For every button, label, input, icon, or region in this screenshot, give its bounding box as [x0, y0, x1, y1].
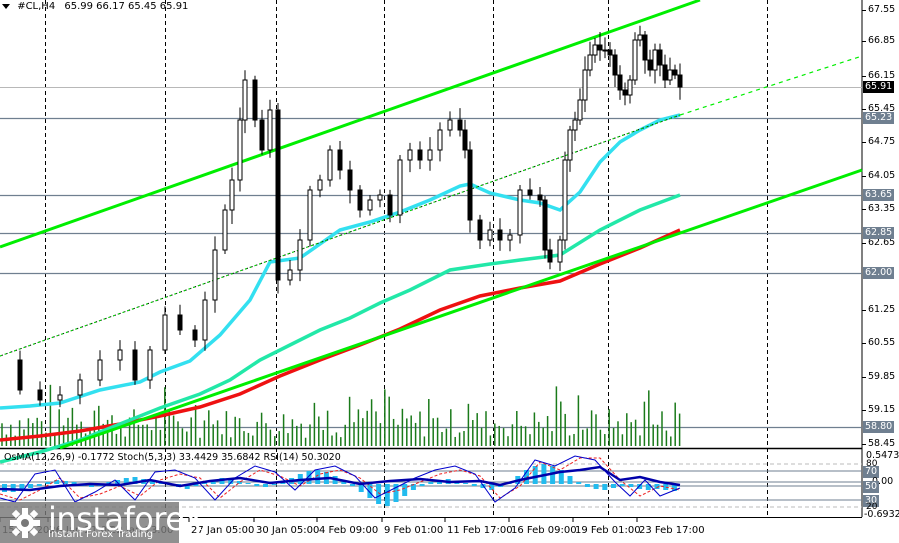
rsi-line — [0, 465, 681, 492]
logo-wordmark: instaforex — [48, 500, 203, 538]
price-tick: 65.45 — [868, 103, 896, 114]
ma-mid-line — [0, 193, 681, 464]
price-level-tag: 65.23 — [863, 112, 895, 124]
candlesticks — [17, 25, 683, 408]
indicator-min: -0.6932 — [864, 509, 899, 520]
time-label: 30 Jan 05:00 — [256, 525, 320, 536]
indicator-level-70: 70 — [863, 466, 880, 478]
price-tick-mark — [862, 343, 866, 344]
indicator-level-50: 50 — [863, 481, 880, 493]
gear-icon — [10, 508, 40, 538]
time-label: 11 Feb 17:00 — [447, 525, 513, 536]
price-tick: 60.55 — [868, 337, 896, 348]
price-level-tag: 63.65 — [863, 189, 895, 201]
price-tick: 64.05 — [868, 170, 896, 181]
indicator-title: OsMA(12,26,9) -0.1772 Stoch(5,3,3) 33.44… — [4, 452, 341, 463]
channel-mid-extension — [679, 55, 863, 116]
price-level-tag: 62.00 — [863, 267, 895, 279]
price-tick: 61.25 — [868, 304, 896, 315]
volume-bars — [1, 384, 681, 446]
time-label: 19 Feb 01:00 — [575, 525, 641, 536]
price-tick: 64.75 — [868, 136, 896, 147]
price-tick-mark — [862, 41, 866, 42]
price-tick: 63.35 — [868, 203, 896, 214]
price-tick: 66.85 — [868, 35, 896, 46]
indicator-zero: 0.00 — [872, 476, 894, 487]
price-tick-mark — [862, 10, 866, 11]
time-label: 23 Feb 17:00 — [639, 525, 705, 536]
stoch-signal-line — [0, 457, 681, 501]
price-level-tag: 62.85 — [863, 227, 895, 239]
logo-tagline: Instant Forex Trading — [48, 529, 154, 540]
instaforex-logo: instaforex Instant Forex Trading — [0, 500, 203, 543]
price-tick-mark — [862, 310, 866, 311]
price-tick-mark — [862, 444, 866, 445]
dropdown-arrow-icon[interactable] — [2, 3, 10, 9]
support-resistance-lines — [0, 87, 862, 429]
price-tick-mark — [862, 377, 866, 378]
price-tick: 59.85 — [868, 371, 896, 382]
price-tick: 67.55 — [868, 4, 896, 15]
price-tick-mark — [862, 142, 866, 143]
price-tick-mark — [862, 209, 866, 210]
price-tick-mark — [862, 176, 866, 177]
price-tick: 58.45 — [868, 438, 896, 449]
channel-upper-line — [0, 0, 701, 249]
price-tick-mark — [862, 243, 866, 244]
ohlc-values: 65.99 66.17 65.45 65.91 — [64, 1, 189, 12]
indicator-level-20: 20 — [866, 502, 878, 512]
indicator-level-80: 80 — [866, 459, 878, 469]
channel-mid-line-green — [0, 114, 681, 357]
price-level-tag: 58.80 — [863, 421, 895, 433]
symbol-timeframe: #CL,H4 — [17, 1, 56, 12]
time-label: 4 Feb 09:00 — [319, 525, 379, 536]
price-tick: 66.15 — [868, 70, 896, 81]
price-tick: 59.15 — [868, 404, 896, 415]
channel-lower-line — [59, 168, 863, 450]
current-price-tag: 65.91 — [863, 81, 895, 93]
time-label: 16 Feb 09:00 — [511, 525, 577, 536]
price-tick-mark — [862, 109, 866, 110]
time-label: 9 Feb 01:00 — [384, 525, 444, 536]
indicator-max: 0.5473 — [866, 450, 899, 461]
stoch-main-line — [0, 455, 681, 503]
price-tick-mark — [862, 76, 866, 77]
price-tick: 62.65 — [868, 237, 896, 248]
chart-title: #CL,H4 65.99 66.17 65.45 65.91 — [2, 1, 188, 12]
indicator-level-30: 30 — [863, 495, 880, 507]
time-label: 27 Jan 05:00 — [191, 525, 255, 536]
price-tick-mark — [862, 410, 866, 411]
